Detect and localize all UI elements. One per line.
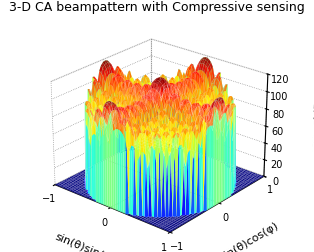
Title: 3-D CA beampattern with Compressive sensing: 3-D CA beampattern with Compressive sens… xyxy=(9,1,305,14)
Y-axis label: sin(θ)cos(φ): sin(θ)cos(φ) xyxy=(218,219,280,252)
X-axis label: sin(θ)sin(φ): sin(θ)sin(φ) xyxy=(53,231,116,252)
